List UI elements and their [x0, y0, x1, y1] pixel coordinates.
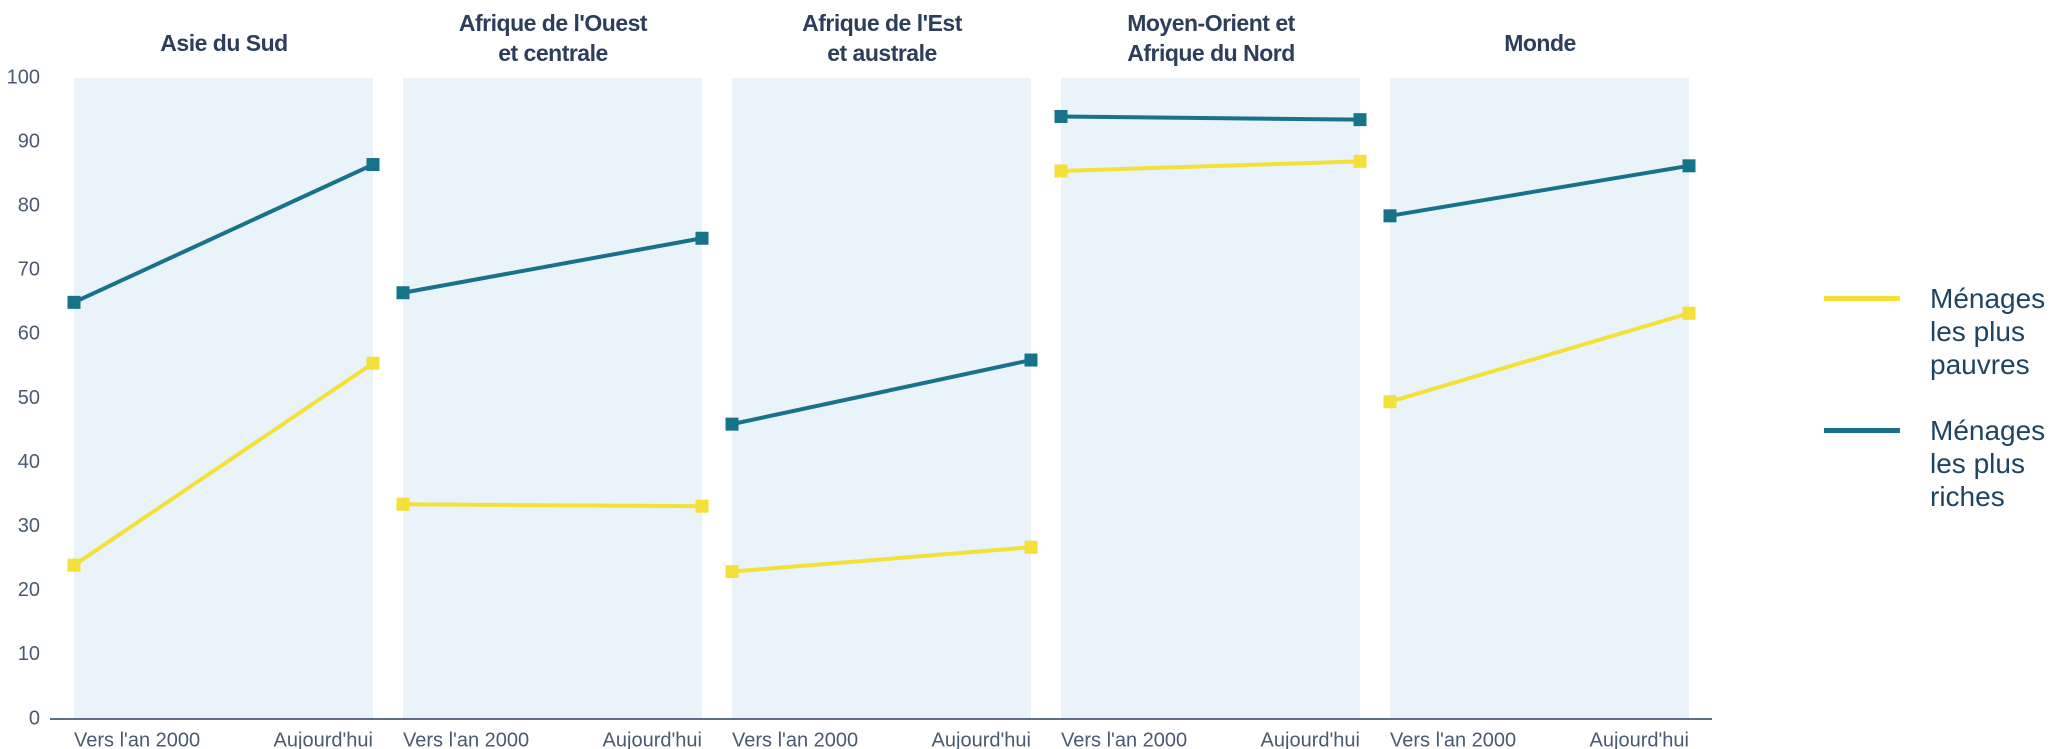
marker: [396, 497, 410, 511]
marker: [725, 417, 739, 431]
panel-title: Asie du Sud: [160, 30, 288, 56]
panel-background: [74, 78, 373, 719]
y-tick-label: 0: [29, 707, 40, 729]
marker: [1024, 540, 1038, 554]
marker: [1383, 395, 1397, 409]
panel-title: Afrique de l'Est et australe: [802, 10, 962, 66]
marker: [1054, 109, 1068, 123]
marker: [1353, 154, 1367, 168]
x-tick-label: Aujourd'hui: [1261, 729, 1360, 749]
x-tick-label: Vers l'an 2000: [1061, 729, 1187, 749]
x-tick-label: Aujourd'hui: [932, 729, 1031, 749]
y-tick-label: 80: [18, 194, 40, 216]
marker: [67, 295, 81, 309]
marker: [1682, 159, 1696, 173]
x-tick-label: Vers l'an 2000: [403, 729, 529, 749]
panel-background: [732, 78, 1031, 719]
marker: [1353, 113, 1367, 127]
legend-swatch: [1824, 428, 1900, 433]
y-tick-label: 50: [18, 387, 40, 409]
y-tick-label: 70: [18, 259, 40, 281]
marker: [1054, 164, 1068, 178]
y-tick-label: 30: [18, 515, 40, 537]
x-tick-label: Aujourd'hui: [603, 729, 702, 749]
x-tick-label: Vers l'an 2000: [732, 729, 858, 749]
marker: [695, 499, 709, 513]
marker: [1682, 306, 1696, 320]
x-tick-label: Vers l'an 2000: [74, 729, 200, 749]
panel-title: Monde: [1504, 30, 1576, 56]
series-line: [73, 162, 374, 305]
y-tick-label: 90: [18, 130, 40, 152]
y-tick-label: 40: [18, 451, 40, 473]
x-tick-label: Vers l'an 2000: [1390, 729, 1516, 749]
marker: [67, 558, 81, 572]
x-tick-label: Aujourd'hui: [1590, 729, 1689, 749]
series-line: [1389, 163, 1690, 218]
series-line: [1389, 311, 1690, 404]
legend-swatch: [1824, 296, 1900, 301]
panel-background: [1390, 78, 1689, 719]
marker: [695, 231, 709, 245]
marker: [396, 286, 410, 300]
series-line: [72, 361, 375, 567]
series-line: [731, 358, 1032, 427]
series-line: [402, 502, 703, 509]
marker: [725, 565, 739, 579]
marker: [1383, 209, 1397, 223]
marker: [1024, 353, 1038, 367]
legend-label: Ménages les plus pauvres: [1930, 283, 2046, 380]
series-line: [731, 545, 1032, 574]
legend-label: Ménages les plus riches: [1930, 415, 2046, 512]
panel-background: [1061, 78, 1360, 719]
panel-title: Moyen-Orient et Afrique du Nord: [1127, 10, 1295, 66]
y-tick-label: 60: [18, 323, 40, 345]
marker: [366, 158, 380, 172]
panel-title: Afrique de l'Ouest et centrale: [458, 10, 648, 66]
series-line: [1060, 159, 1361, 173]
y-tick-label: 20: [18, 579, 40, 601]
series-line: [402, 236, 703, 295]
y-tick-label: 100: [7, 66, 40, 88]
y-tick-label: 10: [18, 643, 40, 665]
marker: [366, 356, 380, 370]
panel-background: [403, 78, 702, 719]
x-tick-label: Aujourd'hui: [274, 729, 373, 749]
series-line: [1060, 114, 1361, 122]
